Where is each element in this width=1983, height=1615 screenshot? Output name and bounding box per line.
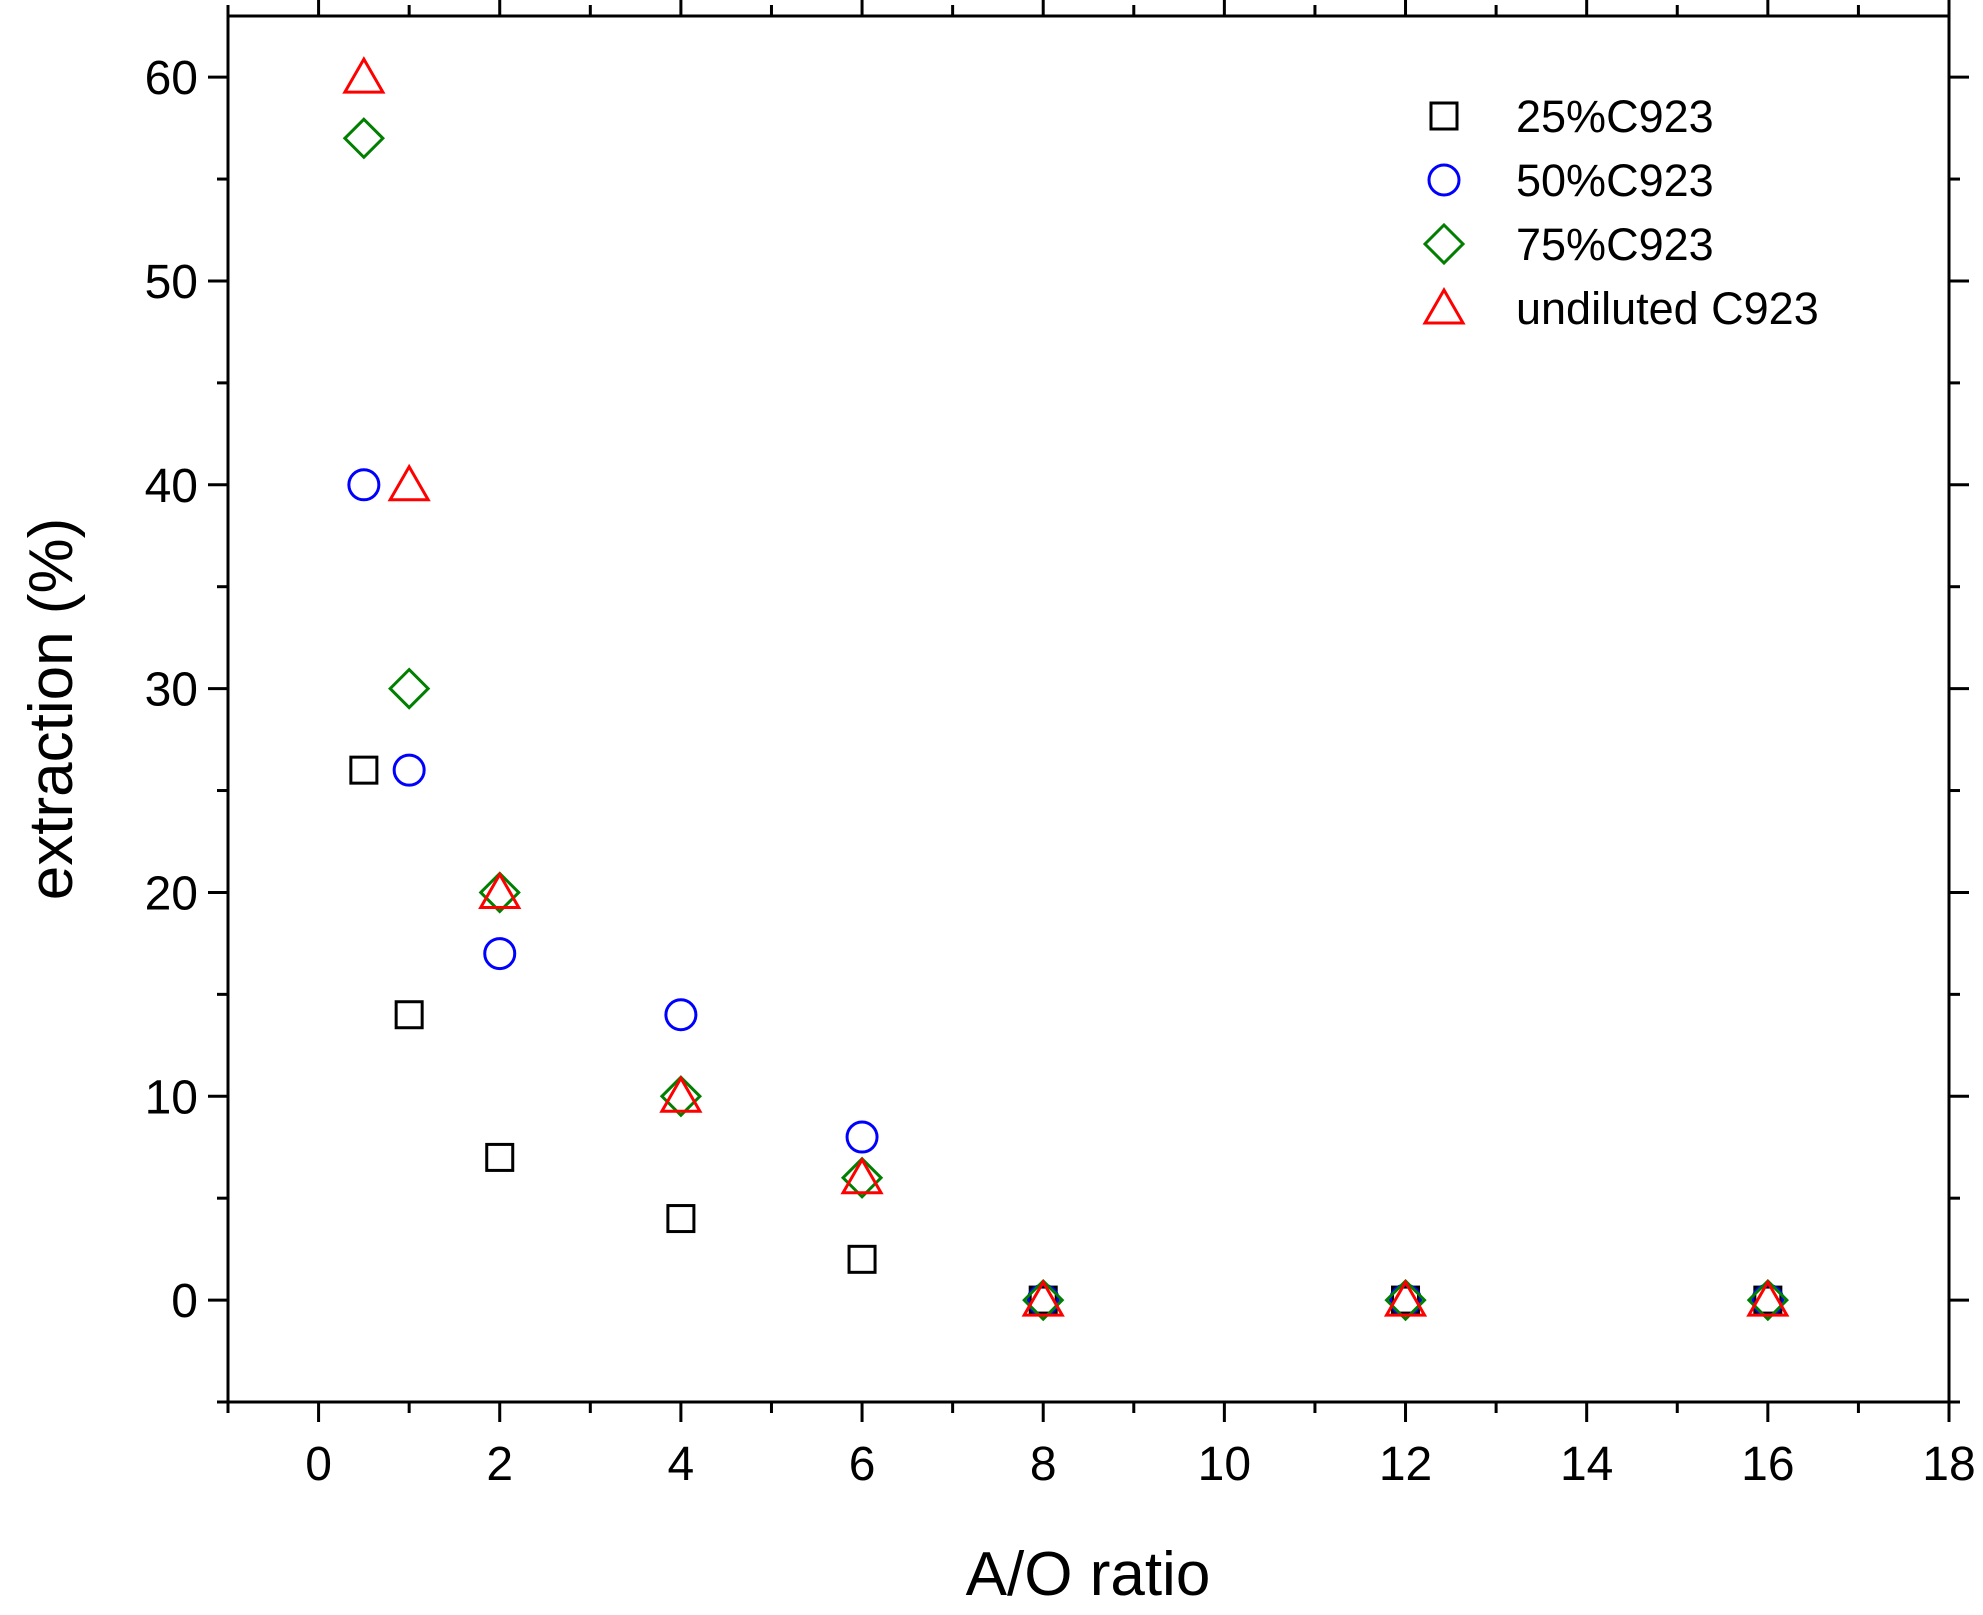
point-75-c923 <box>342 117 385 160</box>
legend-marker <box>1429 101 1459 131</box>
point-50-c923 <box>483 937 517 971</box>
x-axis-title: A/O ratio <box>966 1540 1211 1609</box>
point-25-c923 <box>666 1204 696 1234</box>
point-75-c923 <box>1384 1278 1427 1322</box>
point-25-c923 <box>1753 1285 1783 1315</box>
point-25-c923 <box>1028 1285 1058 1315</box>
point-50-c923 <box>845 1120 879 1154</box>
x-tick-label: 10 <box>1198 1438 1251 1491</box>
legend-label: 75%C923 <box>1516 219 1714 270</box>
point-undiluted-c923 <box>1383 1279 1428 1317</box>
x-tick-label: 2 <box>486 1438 513 1491</box>
point-75-c923 <box>840 1156 884 1199</box>
legend-marker <box>1422 286 1466 325</box>
y-tick-label: 60 <box>145 52 198 105</box>
point-undiluted-c923 <box>840 1156 884 1195</box>
point-50-c923 <box>392 753 426 787</box>
y-tick-label: 40 <box>145 460 198 513</box>
x-tick-label: 0 <box>305 1438 332 1491</box>
x-tick-label: 16 <box>1741 1438 1794 1491</box>
x-tick-label: 18 <box>1922 1438 1975 1491</box>
point-25-c923 <box>1391 1285 1421 1315</box>
point-undiluted-c923 <box>387 463 431 502</box>
point-75-c923 <box>659 1075 703 1118</box>
x-tick-label: 6 <box>849 1438 876 1491</box>
point-25-c923 <box>847 1244 877 1274</box>
x-tick-label: 14 <box>1560 1438 1613 1491</box>
y-tick-label: 20 <box>145 867 198 920</box>
point-75-c923 <box>478 871 521 914</box>
point-25-c923 <box>394 1000 424 1030</box>
y-tick-label: 10 <box>145 1071 198 1124</box>
x-tick-label: 8 <box>1030 1438 1057 1491</box>
point-undiluted-c923 <box>1021 1279 1065 1317</box>
y-tick-label: 50 <box>145 256 198 309</box>
legend-marker <box>1422 222 1466 266</box>
legend-label: undiluted C923 <box>1516 283 1819 334</box>
point-undiluted-c923 <box>1746 1279 1790 1317</box>
legend-marker <box>1427 163 1461 197</box>
legend-label: 50%C923 <box>1516 155 1714 206</box>
point-75-c923 <box>1022 1278 1065 1322</box>
point-75-c923 <box>388 667 431 710</box>
x-tick-label: 4 <box>668 1438 695 1491</box>
y-tick-label: 30 <box>145 664 198 717</box>
x-axis-ticks: 0 2 4 6 8 10 12 14 16 18 <box>226 0 1976 1491</box>
point-25-c923 <box>349 755 379 785</box>
point-undiluted-c923 <box>478 871 522 909</box>
point-50-c923 <box>347 468 381 502</box>
y-axis-ticks: 0 10 20 30 40 50 60 <box>145 52 1969 1404</box>
plot-frame <box>226 14 1951 1404</box>
legend: 25%C923 50%C923 75%C923 undiluted C923 <box>1422 91 1819 334</box>
y-axis-title: extraction (%) <box>17 518 86 900</box>
point-25-c923 <box>485 1142 515 1172</box>
point-75-c923 <box>1746 1278 1789 1322</box>
x-tick-label: 12 <box>1379 1438 1432 1491</box>
data-markers <box>342 56 1790 1322</box>
point-undiluted-c923 <box>342 56 386 94</box>
point-undiluted-c923 <box>659 1075 703 1113</box>
legend-label: 25%C923 <box>1516 91 1714 142</box>
y-tick-label: 0 <box>171 1275 198 1328</box>
point-50-c923 <box>664 998 698 1032</box>
